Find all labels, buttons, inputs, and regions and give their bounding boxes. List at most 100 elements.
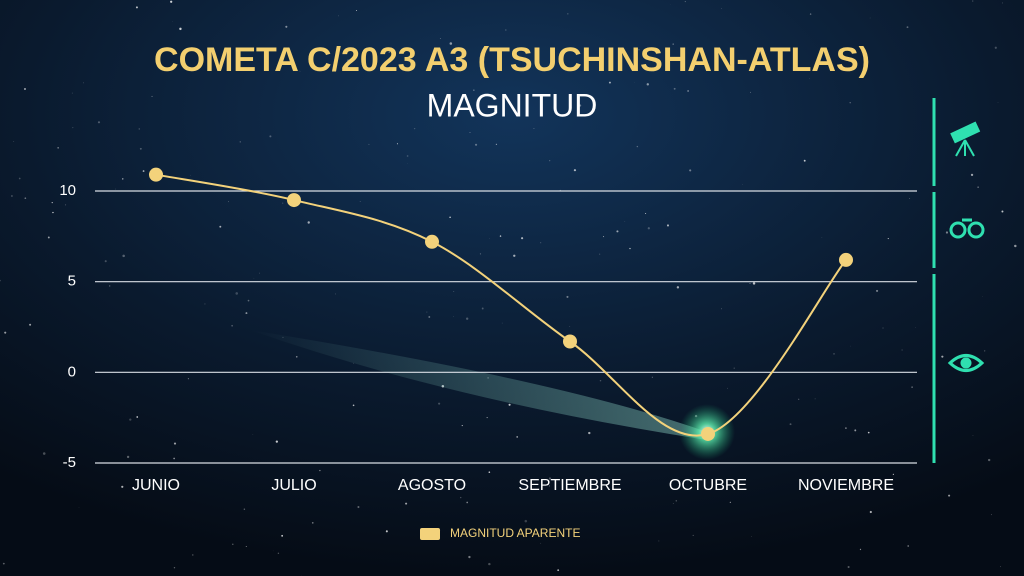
star (906, 26, 909, 29)
star (136, 416, 139, 418)
star (219, 225, 222, 228)
telescope-icon (950, 121, 981, 157)
star (567, 13, 569, 15)
star (129, 418, 132, 421)
star (277, 552, 280, 554)
star (486, 417, 488, 419)
star (789, 423, 792, 426)
star (907, 545, 909, 547)
star (549, 160, 551, 162)
star (0, 279, 1, 282)
star (347, 59, 350, 62)
star (259, 272, 260, 274)
star (869, 510, 872, 514)
star (548, 477, 552, 480)
star (915, 327, 916, 328)
star (335, 293, 337, 295)
star (750, 91, 751, 93)
star (396, 143, 398, 145)
star (549, 485, 551, 487)
x-tick-label: OCTUBRE (669, 477, 747, 494)
star (1000, 566, 1002, 568)
star (749, 282, 751, 284)
star (972, 0, 974, 2)
star (1001, 210, 1004, 213)
star (121, 485, 124, 488)
star (608, 81, 611, 84)
star (729, 501, 731, 503)
star (142, 170, 145, 172)
star (29, 323, 32, 326)
star (109, 285, 111, 287)
star (1014, 244, 1017, 248)
star (875, 289, 879, 292)
star (990, 514, 992, 516)
star (474, 143, 478, 146)
star (972, 435, 974, 436)
star (469, 132, 471, 133)
star (245, 545, 247, 547)
star (599, 379, 602, 382)
star (984, 350, 986, 352)
star (629, 247, 631, 250)
star (104, 260, 107, 263)
star (727, 387, 728, 389)
star (47, 236, 50, 239)
star (275, 440, 278, 443)
star (139, 147, 142, 150)
star (533, 128, 535, 130)
star (513, 254, 516, 257)
data-point (149, 167, 163, 182)
legend: MAGNITUD APARENTE (420, 526, 580, 540)
star (859, 548, 862, 551)
star (204, 303, 206, 305)
star (666, 224, 669, 227)
y-tick-label: 5 (68, 273, 76, 290)
star (488, 471, 491, 474)
star (252, 434, 254, 435)
x-tick-label: NOVIEMBRE (798, 477, 894, 494)
star (122, 254, 125, 258)
star (461, 425, 463, 427)
star (624, 221, 626, 222)
y-tick-label: -5 (63, 454, 76, 471)
star (676, 286, 680, 289)
star (4, 331, 7, 334)
star (426, 311, 428, 313)
star (65, 204, 67, 206)
star (948, 494, 951, 497)
star (466, 501, 469, 504)
star (83, 82, 85, 84)
star (448, 482, 451, 484)
x-tick-label: SEPTIEMBRE (518, 477, 621, 494)
star (428, 65, 430, 68)
star (24, 87, 26, 90)
star (516, 436, 519, 438)
star (803, 159, 806, 162)
star (72, 127, 74, 129)
star (833, 353, 835, 355)
star (449, 42, 453, 45)
star (115, 188, 116, 190)
chart-subtitle: MAGNITUD (427, 87, 598, 123)
star (970, 173, 974, 177)
star (672, 502, 674, 504)
data-point (701, 426, 715, 441)
star (281, 534, 284, 537)
star (721, 308, 722, 310)
star (187, 378, 189, 380)
star (651, 376, 653, 378)
star (469, 533, 472, 536)
star (232, 543, 234, 545)
star (987, 458, 991, 462)
star (2, 562, 5, 565)
star (566, 295, 569, 298)
star (882, 327, 884, 329)
star (231, 324, 233, 327)
star (845, 427, 847, 429)
star (311, 521, 314, 524)
star (253, 277, 255, 279)
star (243, 508, 246, 510)
